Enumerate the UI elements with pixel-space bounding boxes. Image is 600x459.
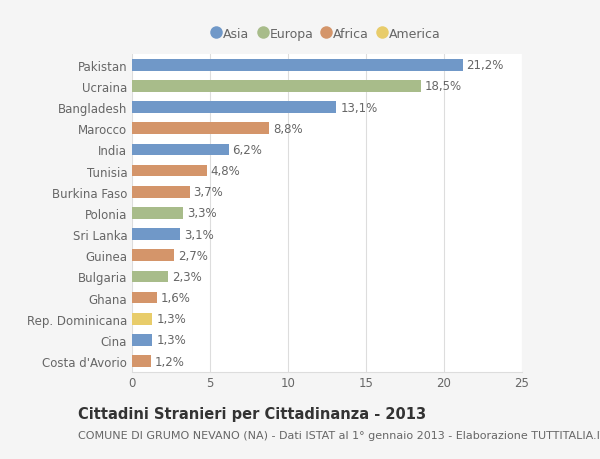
Bar — [132, 186, 190, 198]
Bar — [132, 313, 152, 325]
Bar — [132, 81, 421, 93]
Bar — [132, 102, 337, 114]
Text: 2,3%: 2,3% — [172, 270, 202, 283]
Bar — [132, 250, 174, 262]
Text: 3,7%: 3,7% — [194, 186, 223, 199]
Bar — [132, 123, 269, 135]
Text: 8,8%: 8,8% — [273, 123, 303, 135]
Bar — [132, 292, 157, 304]
Text: 13,1%: 13,1% — [340, 101, 377, 114]
Bar — [132, 271, 168, 283]
Text: 18,5%: 18,5% — [425, 80, 461, 93]
Text: 1,2%: 1,2% — [155, 355, 184, 368]
Bar — [132, 60, 463, 72]
Bar — [132, 355, 151, 367]
Text: 21,2%: 21,2% — [467, 59, 504, 72]
Legend: Asia, Europa, Africa, America: Asia, Europa, Africa, America — [208, 23, 446, 46]
Text: 4,8%: 4,8% — [211, 165, 241, 178]
Bar — [132, 334, 152, 346]
Text: 1,6%: 1,6% — [161, 291, 191, 304]
Text: 1,3%: 1,3% — [156, 313, 186, 325]
Bar — [132, 229, 181, 241]
Text: 6,2%: 6,2% — [233, 144, 262, 157]
Text: Cittadini Stranieri per Cittadinanza - 2013: Cittadini Stranieri per Cittadinanza - 2… — [78, 406, 426, 421]
Bar — [132, 165, 207, 177]
Text: 3,3%: 3,3% — [187, 207, 217, 220]
Text: 1,3%: 1,3% — [156, 334, 186, 347]
Text: COMUNE DI GRUMO NEVANO (NA) - Dati ISTAT al 1° gennaio 2013 - Elaborazione TUTTI: COMUNE DI GRUMO NEVANO (NA) - Dati ISTAT… — [78, 431, 600, 441]
Bar — [132, 207, 184, 219]
Bar — [132, 144, 229, 156]
Text: 2,7%: 2,7% — [178, 249, 208, 262]
Text: 3,1%: 3,1% — [184, 228, 214, 241]
